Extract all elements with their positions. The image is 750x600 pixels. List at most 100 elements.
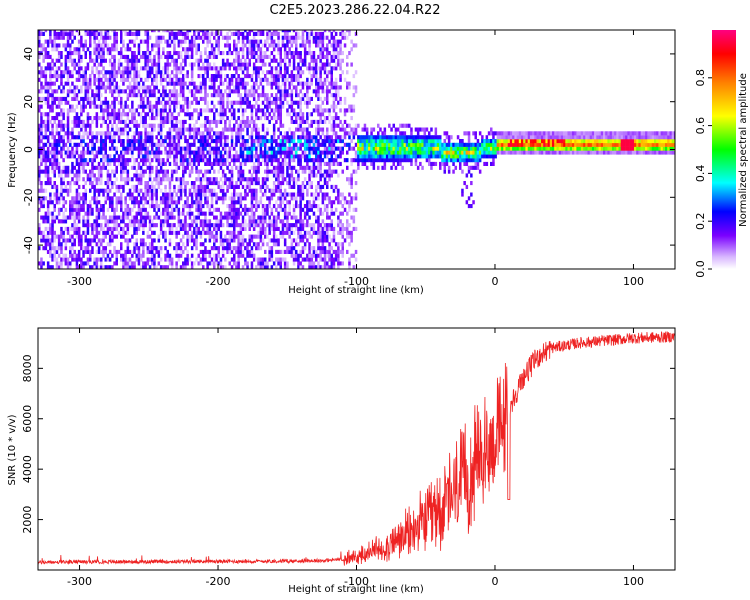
spectrogram-cell — [55, 31, 59, 36]
spectrogram-cell — [221, 35, 225, 40]
spectrogram-cell — [241, 119, 245, 124]
spectrogram-cell — [283, 47, 287, 52]
spectrogram-cell — [170, 30, 174, 33]
spectrogram-cell — [215, 31, 218, 36]
spectrogram-cell — [292, 135, 296, 140]
spectrogram-cell — [117, 135, 121, 140]
spectrogram-cell — [315, 215, 318, 220]
spectrogram-cell — [139, 173, 143, 178]
spectrogram-cell — [299, 43, 302, 48]
spectrogram-cell — [306, 188, 309, 193]
spectrogram-cell — [44, 181, 48, 186]
spectrogram-cell — [104, 223, 107, 228]
spectrogram-cell — [86, 158, 90, 163]
spectrogram-cell — [308, 35, 311, 40]
spectrogram-cell — [270, 43, 274, 48]
spectrogram-cell — [226, 223, 229, 228]
spectrogram-cell — [77, 249, 81, 254]
spectrogram-cell — [153, 230, 156, 235]
spectrogram-cell — [80, 35, 83, 40]
spectrogram-cell — [299, 261, 302, 266]
spectrogram-cell — [204, 169, 207, 174]
spectrogram-cell — [270, 253, 274, 258]
spectrogram-cell — [213, 154, 216, 159]
spectrogram-cell — [219, 257, 223, 262]
spectrogram-cell — [224, 177, 227, 182]
spectrogram-cell — [164, 85, 167, 90]
spectrogram-cell — [124, 200, 127, 205]
spectrogram-cell — [73, 62, 76, 67]
spectrogram-cell — [272, 165, 276, 170]
spectrogram-cell — [235, 135, 238, 140]
spectrogram-cell — [75, 93, 79, 98]
spectrogram-cell — [175, 116, 178, 121]
spectrogram-cell — [224, 123, 227, 128]
spectrogram-cell — [51, 58, 54, 63]
spectrogram-cell — [310, 158, 313, 163]
spectrogram-cell — [115, 116, 118, 121]
spectrogram-cell — [53, 184, 56, 189]
spectrogram-cell — [259, 54, 263, 59]
spectrogram-cell — [219, 188, 223, 193]
spectrogram-cell — [210, 200, 214, 205]
spectrogram-cell — [233, 226, 236, 231]
spectrogram-cell — [49, 66, 52, 71]
spectrogram-cell — [182, 135, 185, 140]
spectrogram-cell — [239, 181, 243, 186]
spectrogram-cell — [164, 66, 167, 71]
spectrogram-cell — [295, 142, 298, 147]
spectrogram-cell — [97, 242, 101, 247]
spectrogram-cell — [155, 70, 158, 75]
spectrogram-cell — [182, 204, 185, 209]
spectrogram-cell — [206, 74, 209, 79]
spectrogram-cell — [217, 161, 220, 166]
spectrogram-cell — [133, 200, 136, 205]
spectrogram-cell — [190, 100, 194, 105]
spectrogram-cell — [113, 211, 116, 216]
spectrogram-cell — [97, 146, 101, 151]
spectrogram-cell — [248, 47, 251, 52]
spectrogram-cell — [135, 85, 138, 90]
spectrogram-cell — [264, 211, 267, 216]
spectrogram-cell — [228, 184, 231, 189]
spectrogram-cell — [206, 93, 209, 98]
spectrogram-cell — [195, 230, 198, 235]
spectrogram-cell — [244, 188, 247, 193]
spectrogram-cell — [190, 234, 194, 239]
spectrogram-cell — [173, 188, 176, 193]
spectrogram-cell — [93, 200, 96, 205]
spectrogram-cell — [60, 77, 63, 82]
spectrogram-cell — [248, 238, 251, 243]
spectrogram-cell — [252, 146, 256, 151]
spectrogram-cell — [170, 119, 174, 124]
spectrogram-cell — [217, 223, 220, 228]
spectrogram-cell — [270, 161, 274, 166]
spectrogram-cell — [268, 100, 271, 105]
spectrogram-cell — [204, 188, 207, 193]
spectrogram-cell — [133, 188, 136, 193]
spectrogram-cell — [252, 142, 256, 147]
spectrogram-cell — [71, 257, 74, 262]
spectrogram-cell — [155, 181, 158, 186]
spectrogram-cell — [306, 154, 309, 159]
spectrogram-cell — [286, 246, 289, 251]
spectrogram-cell — [219, 230, 223, 235]
spectrogram-cell — [217, 85, 220, 90]
spectrogram-cell — [268, 246, 271, 251]
spectrogram-cell — [217, 158, 220, 163]
spectrogram-cell — [248, 74, 251, 79]
spectrogram-cell — [202, 242, 205, 247]
spectrogram-cell — [281, 196, 285, 201]
spectrogram-cell — [272, 116, 276, 121]
spectrogram-cell — [82, 196, 85, 201]
spectrogram-cell — [179, 226, 183, 231]
spectrogram-cell — [139, 85, 143, 90]
spectrogram-cell — [182, 249, 185, 254]
spectrogram-cell — [53, 158, 56, 163]
spectrogram-cell — [122, 230, 125, 235]
spectrogram-cell — [239, 196, 243, 201]
spectrogram-cell — [175, 165, 178, 170]
spectrogram-cell — [144, 223, 147, 228]
spectrogram-cell — [197, 30, 200, 33]
spectrogram-cell — [272, 131, 276, 136]
